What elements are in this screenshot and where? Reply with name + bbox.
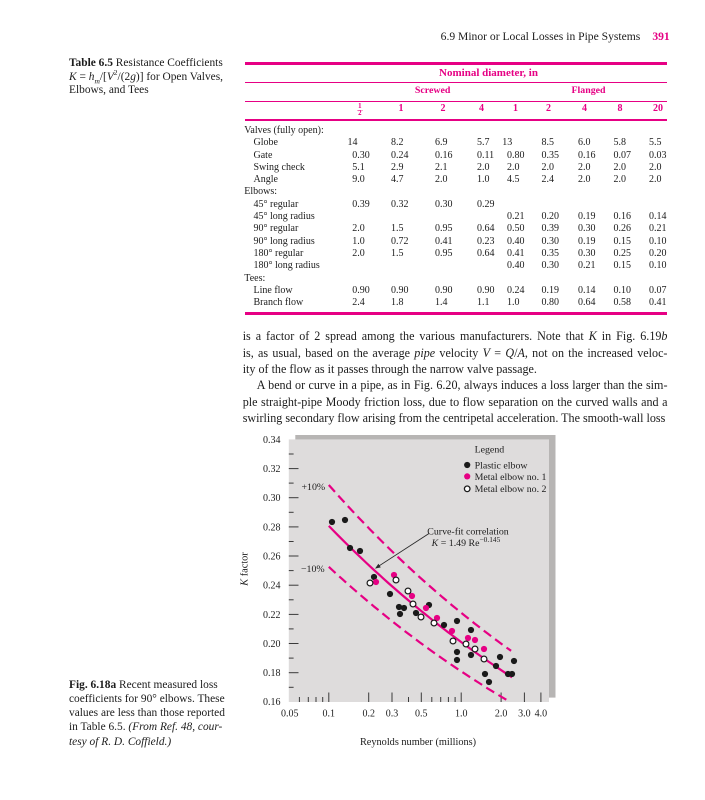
svg-text:Metal elbow no. 1: Metal elbow no. 1 xyxy=(475,472,547,483)
svg-text:0.18: 0.18 xyxy=(263,668,281,679)
svg-text:0.20: 0.20 xyxy=(263,639,281,650)
svg-text:0.22: 0.22 xyxy=(263,610,281,621)
svg-text:Curve-fit correlation: Curve-fit correlation xyxy=(427,527,508,538)
svg-text:+10%: +10% xyxy=(301,482,325,493)
svg-text:Reynolds number (millions): Reynolds number (millions) xyxy=(360,737,476,748)
svg-text:0.05: 0.05 xyxy=(281,709,299,720)
svg-text:Metal elbow no. 2: Metal elbow no. 2 xyxy=(475,484,547,495)
svg-text:0.28: 0.28 xyxy=(263,522,281,533)
svg-text:K factor: K factor xyxy=(240,552,251,587)
svg-text:−10%: −10% xyxy=(301,564,325,575)
svg-text:0.34: 0.34 xyxy=(263,435,281,446)
svg-text:4.0: 4.0 xyxy=(535,709,548,720)
svg-text:3.0: 3.0 xyxy=(518,709,531,720)
svg-text:0.3: 0.3 xyxy=(386,709,399,720)
svg-text:0.32: 0.32 xyxy=(263,464,281,475)
svg-text:2.0: 2.0 xyxy=(495,709,508,720)
svg-text:0.16: 0.16 xyxy=(263,697,281,708)
svg-text:0.1: 0.1 xyxy=(323,709,336,720)
svg-text:Plastic elbow: Plastic elbow xyxy=(475,460,529,471)
svg-text:0.24: 0.24 xyxy=(263,581,281,592)
svg-text:0.26: 0.26 xyxy=(263,551,281,562)
svg-text:0.5: 0.5 xyxy=(415,709,428,720)
svg-text:Legend: Legend xyxy=(475,445,505,456)
svg-text:1.0: 1.0 xyxy=(455,709,468,720)
svg-text:0.2: 0.2 xyxy=(362,709,375,720)
svg-text:0.30: 0.30 xyxy=(263,493,281,504)
